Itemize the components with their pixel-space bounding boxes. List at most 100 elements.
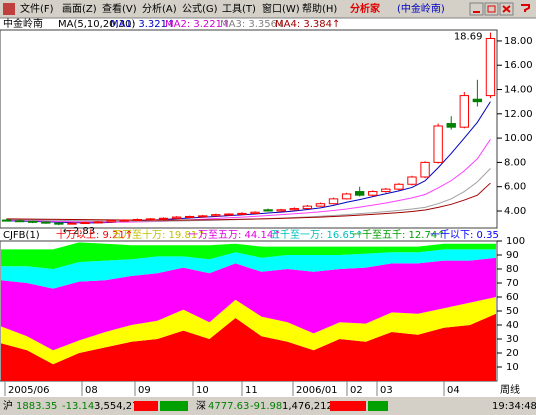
candle-body [93, 221, 103, 224]
candle-body [250, 211, 260, 214]
menu-item[interactable]: 查看(V) [102, 2, 137, 15]
candle-body [211, 214, 221, 217]
menu-item[interactable]: 文件(F) [20, 2, 54, 15]
y-tick-label: 40 [506, 320, 519, 331]
candle-body [1, 219, 12, 222]
ma-value: MA1: 3.321↑ [110, 19, 175, 30]
status-sz-index: 4777.63 [208, 401, 249, 412]
menu-item[interactable]: 分析(A) [142, 2, 177, 15]
candle-body [224, 213, 234, 216]
candle-body [54, 222, 64, 225]
ma-line [6, 139, 491, 223]
x-tick-label: 2006/01 [296, 385, 338, 396]
menu-item[interactable]: 工具(T) [222, 3, 256, 15]
status-sz-change: -91.98 [250, 401, 282, 412]
restore-icon [487, 5, 496, 13]
close-icon [502, 5, 511, 13]
candle-body [276, 209, 286, 212]
candle-body [145, 218, 156, 221]
status-sz: 深 [196, 400, 206, 412]
candle-body [119, 219, 129, 222]
status-strength-bar [160, 401, 188, 411]
status-strength-bar [368, 401, 388, 411]
y-tick-label: 14.00 [504, 85, 533, 96]
area-layer [1, 249, 496, 289]
menu-item[interactable]: 公式(G) [182, 2, 218, 15]
candle-body [328, 198, 339, 205]
min-label: 2.83 [73, 226, 95, 237]
brand-stock: (中金岭南) [397, 2, 445, 15]
y-tick-label: 60 [506, 292, 519, 303]
status-strength-bar [330, 401, 366, 411]
y-tick-label: 10 [506, 362, 519, 373]
y-tick-label: 8.00 [504, 157, 526, 168]
status-sz-volume: 1,476,212 [282, 401, 333, 412]
window-buttons[interactable] [469, 2, 532, 16]
candle-body [263, 209, 273, 212]
candle-body [41, 221, 51, 224]
indicator-value: 五万至十万: 19.81↑ [112, 228, 206, 241]
candle-body [28, 220, 38, 223]
candle-body [302, 205, 313, 210]
period-label: 周线 [500, 383, 520, 396]
y-tick-label: 100 [506, 236, 525, 247]
candle-body [354, 191, 365, 196]
x-tick-label: 2005/06 [8, 385, 50, 396]
y-tick-label: 4.00 [504, 206, 526, 217]
status-sh-volume: 3,554,274 [94, 401, 145, 412]
y-tick-label: 80 [506, 264, 519, 275]
candle-body [315, 203, 326, 207]
status-sh: 沪 [3, 399, 13, 412]
candle-body [341, 193, 352, 200]
indicator-value: 五千至一万: 16.65↑ [270, 229, 364, 241]
candle-body [14, 220, 25, 223]
ma-params: MA(5,10,20,30) [58, 19, 135, 30]
candle-body [472, 98, 483, 103]
app-icon [3, 3, 15, 15]
indicator-value: 一万至五万: 44.14↑ [188, 229, 282, 241]
minimize-button[interactable] [469, 2, 484, 16]
ma-line [6, 182, 491, 221]
y-tick-label: 16.00 [504, 60, 533, 71]
menu-item[interactable]: 帮助(H) [302, 2, 337, 15]
indicator-value: 十万以上: 9.21↑ [56, 228, 133, 241]
y-tick-label: 50 [506, 306, 519, 317]
x-tick-label: 04 [447, 385, 460, 396]
x-tick-label: 02 [350, 385, 363, 396]
x-tick-label: 11 [245, 385, 258, 396]
max-label: 18.69 [454, 32, 483, 43]
restore-button[interactable] [484, 2, 499, 16]
candle-body [446, 123, 456, 128]
candle-body [485, 38, 496, 97]
x-tick-label: 08 [85, 385, 98, 396]
indicator-header-bg [0, 229, 497, 241]
candle-body [237, 212, 247, 215]
area-layer [1, 257, 496, 351]
menu-item[interactable]: 画面(Z) [62, 4, 97, 15]
ma-value: MA2: 3.221↑ [165, 19, 230, 30]
candle-body [289, 208, 299, 211]
candle-body [381, 188, 391, 193]
y-tick-label: 10.00 [504, 133, 533, 144]
status-time: 19:34:48 [492, 401, 536, 412]
ma-value: MA4: 3.384↑ [275, 19, 340, 30]
candle-body [80, 222, 90, 225]
candle-body [158, 217, 169, 220]
y-tick-label: 20 [506, 348, 519, 359]
area-layer [1, 242, 496, 269]
candle-body [459, 95, 469, 128]
candle-body [132, 218, 143, 221]
min-arrow: ← [63, 226, 71, 237]
candle-body [368, 191, 378, 196]
status-sh-change: -13.14 [62, 401, 94, 412]
y-tick-label: 30 [506, 334, 519, 345]
area-layer [1, 313, 496, 381]
menu-item[interactable]: 窗口(W) [262, 2, 300, 15]
status-sh-index: 1883.35 [16, 401, 57, 412]
menu-bar [0, 0, 536, 18]
candle-panel [0, 29, 498, 229]
candle-body [394, 183, 404, 190]
brand: 分析家 [350, 2, 381, 15]
area-layer [1, 297, 496, 365]
